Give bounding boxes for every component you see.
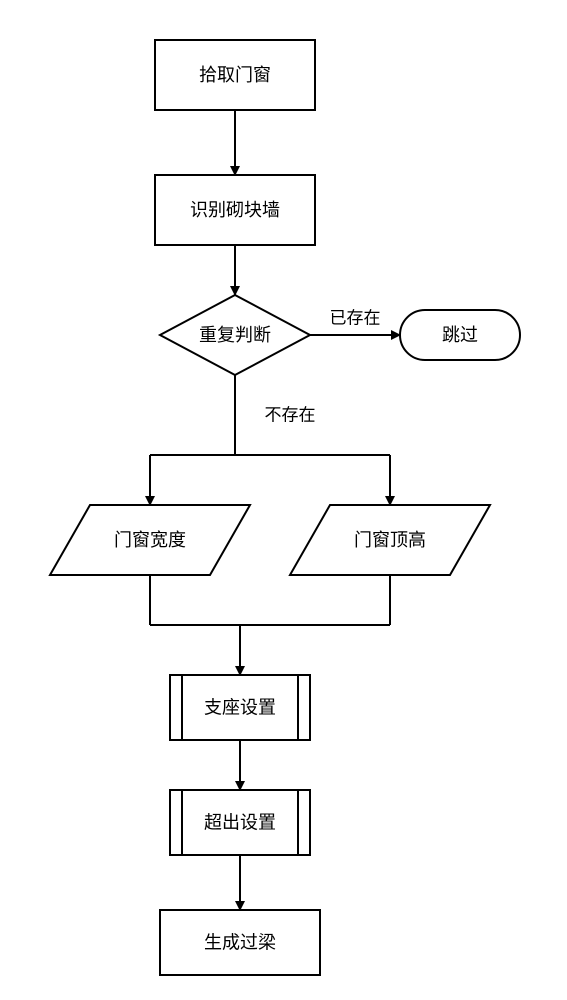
node-n3-label: 重复判断 bbox=[199, 325, 271, 345]
node-n1-label: 拾取门窗 bbox=[199, 65, 271, 85]
edge-2-label: 已存在 bbox=[330, 309, 381, 328]
node-n8-label: 超出设置 bbox=[204, 813, 276, 833]
node-n5-label: 门窗宽度 bbox=[114, 530, 186, 550]
node-n2-label: 识别砌块墙 bbox=[190, 200, 280, 220]
node-n7-label: 支座设置 bbox=[204, 698, 276, 718]
edge-3-label: 不存在 bbox=[265, 406, 316, 425]
node-n9-label: 生成过梁 bbox=[204, 933, 276, 953]
node-n4-label: 跳过 bbox=[442, 325, 478, 345]
node-n6-label: 门窗顶高 bbox=[354, 530, 426, 550]
